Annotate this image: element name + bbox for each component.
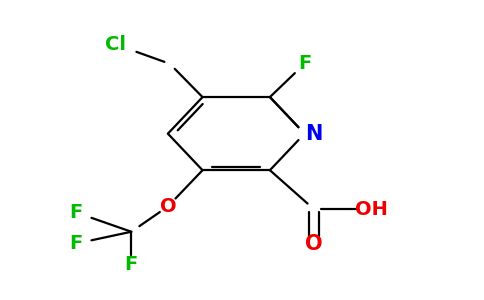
Text: O: O (305, 234, 323, 254)
Text: N: N (305, 124, 323, 144)
Text: F: F (125, 255, 138, 274)
Text: Cl: Cl (106, 35, 126, 54)
Text: F: F (298, 54, 311, 73)
Text: F: F (69, 234, 83, 253)
Text: OH: OH (355, 200, 388, 219)
Text: F: F (69, 203, 83, 222)
Text: O: O (160, 197, 176, 216)
